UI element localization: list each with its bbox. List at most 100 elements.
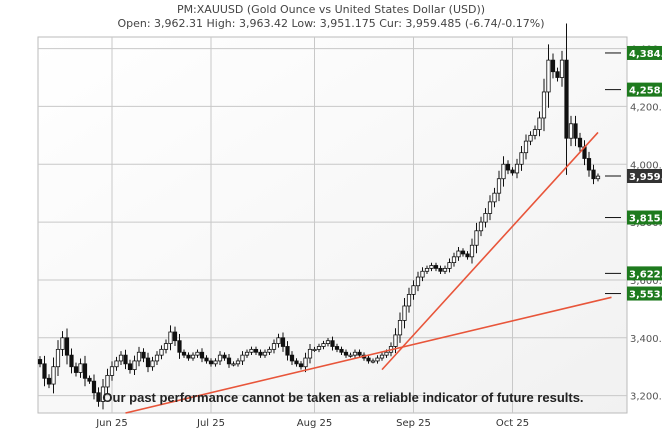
candle-up xyxy=(528,134,533,142)
candle-up xyxy=(523,140,529,154)
y-tick-label: 3,400.0 xyxy=(630,334,662,345)
candle-up xyxy=(132,360,137,371)
candle-up xyxy=(568,123,574,139)
candle-up xyxy=(249,348,254,353)
y-tick-label: 4,200.0 xyxy=(630,102,662,113)
candle-down xyxy=(285,346,290,356)
x-tick-label: Aug 25 xyxy=(297,418,332,429)
candle-up xyxy=(190,354,196,359)
candle-up xyxy=(532,129,538,136)
candle-down xyxy=(127,363,133,371)
candle-up xyxy=(456,250,461,258)
candle-up xyxy=(519,152,524,165)
candle-down xyxy=(555,71,560,78)
candle-down xyxy=(37,359,43,365)
candle-up xyxy=(375,357,380,362)
level-label: 3,815.8 xyxy=(629,214,662,225)
candle-up xyxy=(276,337,281,344)
level-label: 4,384.8 xyxy=(629,49,662,60)
candle-up xyxy=(541,91,547,119)
candle-up xyxy=(483,213,488,223)
candle-up xyxy=(442,267,448,272)
candle-up xyxy=(352,351,358,356)
candle-down xyxy=(586,158,592,171)
candle-down xyxy=(177,340,182,353)
candle-up xyxy=(154,354,160,362)
candle-down xyxy=(226,357,232,365)
candle-down xyxy=(46,377,52,385)
candle-down xyxy=(96,392,101,402)
candle-up xyxy=(546,59,551,93)
candle-up xyxy=(159,348,164,356)
candle-down xyxy=(204,357,209,362)
chart-subtitle: Open: 3,962.31 High: 3,963.42 Low: 3,951… xyxy=(117,17,544,30)
candle-up xyxy=(415,276,421,287)
candle-down xyxy=(258,351,263,356)
y-tick-label: 4,000.0 xyxy=(630,160,662,171)
candle-up xyxy=(474,230,479,246)
candle-up xyxy=(411,285,416,295)
candle-down xyxy=(172,331,178,342)
candle-up xyxy=(402,305,407,321)
candle-up xyxy=(60,337,65,350)
level-label: 3,622.7 xyxy=(629,269,662,280)
x-tick-label: Jun 25 xyxy=(95,418,128,429)
candle-up xyxy=(55,348,61,368)
level-label-box xyxy=(627,266,662,281)
candle-down xyxy=(564,59,569,139)
candle-down xyxy=(577,137,583,148)
candle-down xyxy=(208,360,214,365)
candle-down xyxy=(573,123,578,139)
level-labels: 4,384.8 4,258.1 3,959.4 3,815.8 3,622.7 3,553… xyxy=(605,45,662,301)
candle-down xyxy=(433,265,439,269)
candle-up xyxy=(163,343,169,350)
y-tick-label: 3,600.0 xyxy=(630,276,662,287)
x-tick-label: Sep 25 xyxy=(396,418,431,429)
candle-up xyxy=(244,351,250,356)
trend-line xyxy=(125,296,612,414)
candle-down xyxy=(294,360,299,365)
candle-down xyxy=(64,337,70,356)
candle-up xyxy=(429,265,434,269)
level-label-box xyxy=(627,45,662,60)
candle-up xyxy=(213,360,218,365)
candle-up xyxy=(451,256,457,264)
candle-down xyxy=(42,363,47,379)
candle-down xyxy=(550,59,556,73)
candle-down xyxy=(181,351,187,356)
candle-up xyxy=(136,351,142,362)
candle-up xyxy=(168,331,173,344)
candle-up xyxy=(262,351,268,356)
candle-down xyxy=(69,354,74,368)
candle-down xyxy=(339,348,344,353)
candle-up xyxy=(235,360,241,365)
chart-title: PM:XAUUSD (Gold Ounce vs United States D… xyxy=(177,3,485,16)
disclaimer-text: Our past performance cannot be taken as … xyxy=(102,390,583,405)
candle-up xyxy=(267,348,272,353)
candle-down xyxy=(145,357,151,368)
candle-up xyxy=(487,201,493,214)
candle-down xyxy=(505,163,511,171)
candle-down xyxy=(298,363,304,368)
candle-down xyxy=(334,346,340,350)
x-axis-ticks: Jun 25 Jul 25 Aug 25 Sep 25 Oct 25 xyxy=(95,418,529,429)
candle-up xyxy=(217,354,223,362)
candle-up xyxy=(370,360,376,363)
candle-up xyxy=(271,343,277,350)
candle-up xyxy=(379,354,385,359)
candle-up xyxy=(424,267,430,272)
candle-up xyxy=(118,354,124,362)
x-tick-label: Oct 25 xyxy=(496,418,529,429)
candle-down xyxy=(591,169,596,180)
candle-up xyxy=(303,357,308,368)
candle-up xyxy=(240,354,245,362)
candle-up xyxy=(105,374,110,388)
candle-up xyxy=(109,366,115,376)
candle-up xyxy=(312,348,317,351)
level-label: 3,959.4 xyxy=(629,172,662,183)
candle-up xyxy=(496,178,502,194)
candle-up xyxy=(321,343,326,347)
candle-up xyxy=(150,360,155,368)
level-label: 4,258.1 xyxy=(629,86,662,97)
